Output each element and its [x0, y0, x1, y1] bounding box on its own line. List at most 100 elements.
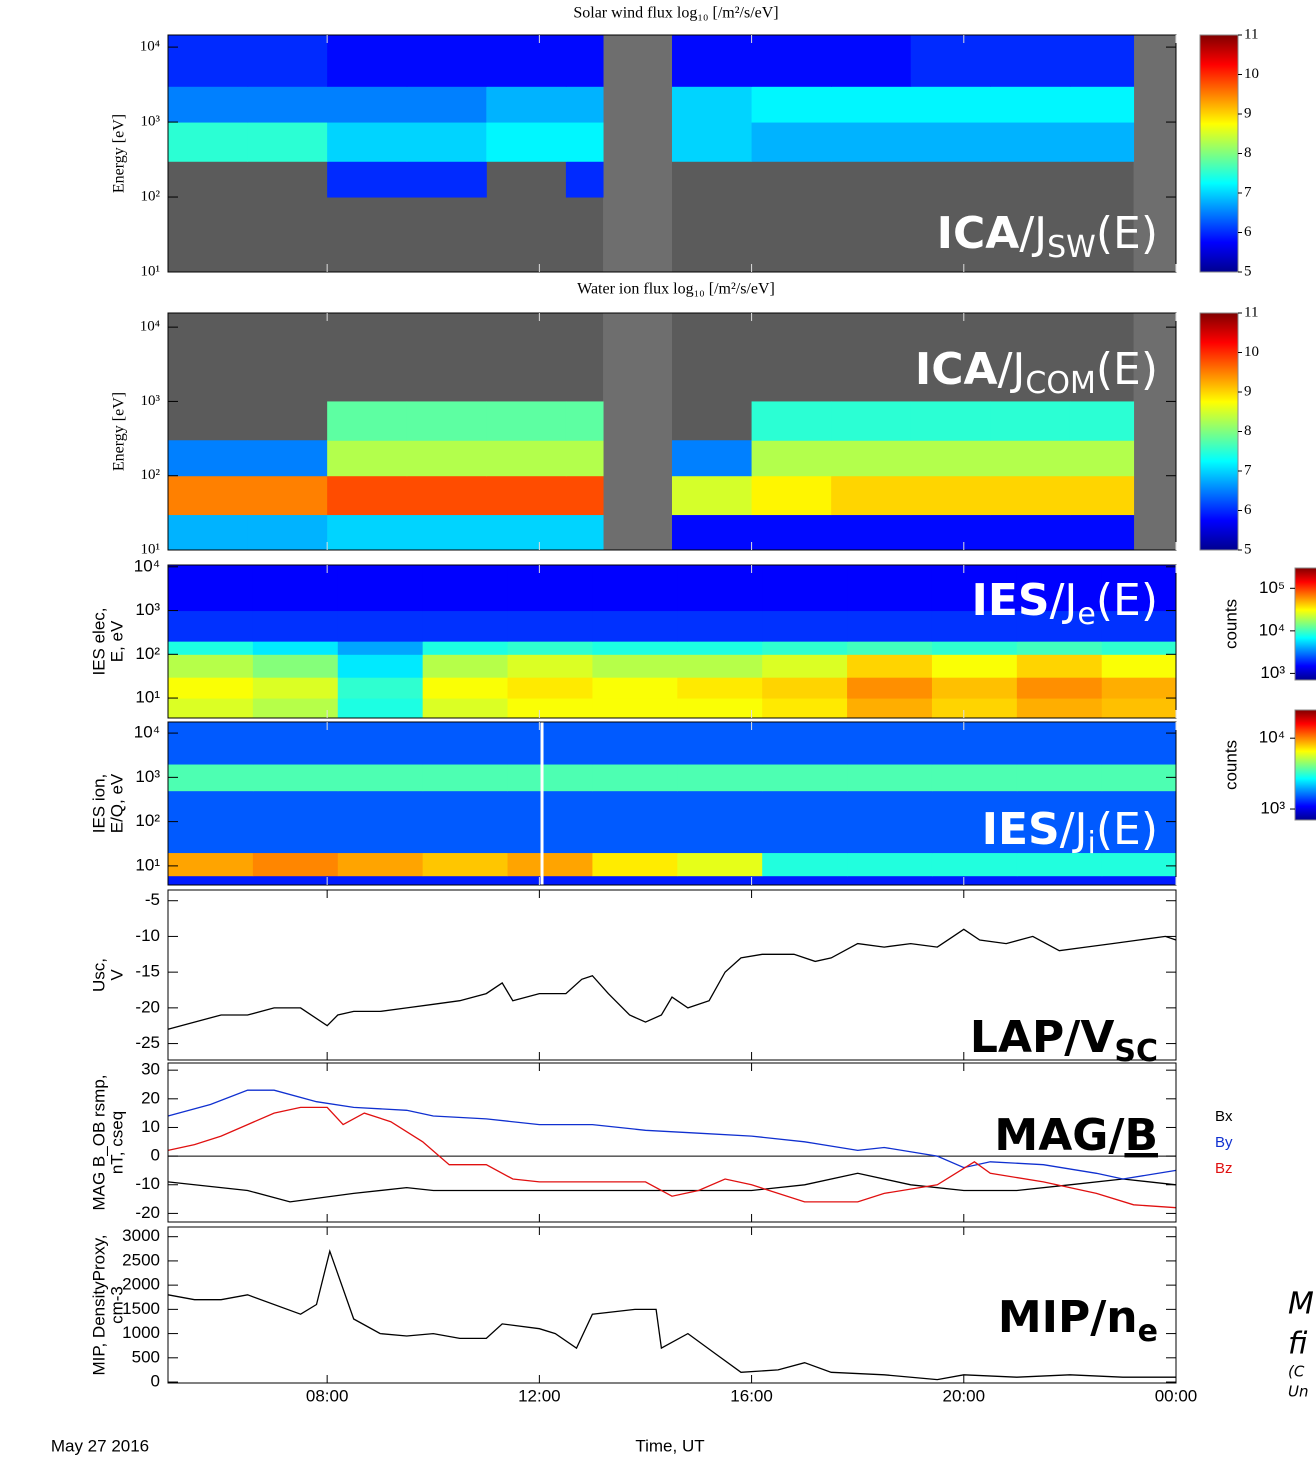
heatmap-cell: [1069, 86, 1135, 123]
heatmap-cell: [168, 475, 249, 516]
heatmap-cell: [486, 475, 567, 516]
heatmap-cell: [168, 565, 254, 612]
panel-annotation: IES/Je(E): [971, 575, 1158, 632]
data-gap: [1133, 35, 1176, 272]
annotation-part: /J: [1019, 208, 1047, 259]
heatmap-cell: [486, 401, 567, 441]
panel-annotation: MIP/ne: [998, 1292, 1158, 1349]
data-gap: [603, 35, 672, 272]
heatmap-cell: [931, 641, 1018, 655]
heatmap-cell: [337, 875, 424, 886]
heatmap-cell: [762, 654, 848, 678]
heatmap-cell: [337, 764, 424, 792]
heatmap-cell: [847, 698, 933, 719]
annotation-part: ICA: [915, 344, 998, 395]
y-tick-label: 2000: [122, 1275, 160, 1294]
heatmap-cell: [1016, 722, 1103, 765]
annotation-part: (E): [1096, 344, 1158, 395]
data-gap: [603, 313, 672, 550]
y-tick-label: 10⁴: [134, 723, 160, 742]
legend-entry: Bx: [1215, 1108, 1233, 1125]
annotation-part: (E): [1096, 575, 1158, 626]
heatmap-cell: [677, 852, 763, 877]
heatmap-cell: [990, 86, 1071, 123]
heatmap-cell: [337, 654, 424, 678]
heatmap-cell: [247, 35, 328, 87]
heatmap-cell: [168, 722, 254, 765]
colorbar-label: 6: [1244, 224, 1252, 240]
heatmap-cell: [406, 475, 487, 516]
heatmap-cell: [677, 565, 763, 612]
heatmap-cell: [565, 86, 604, 123]
heatmap-cell: [847, 722, 933, 765]
heatmap-cell: [672, 475, 753, 516]
heatmap-cell: [1069, 35, 1135, 87]
heatmap-cell: [327, 86, 408, 123]
side-note: (C: [1288, 1363, 1305, 1381]
colorbar-label: 6: [1244, 502, 1252, 518]
heatmap-cell: [677, 790, 763, 854]
heatmap-cell: [831, 440, 912, 477]
annotation-part: (E): [1096, 208, 1158, 259]
heatmap-cell: [910, 122, 991, 162]
heatmap-cell: [422, 764, 509, 792]
heatmap-cell: [252, 722, 339, 765]
colorbar-label: 8: [1244, 145, 1252, 161]
annotation-part: COM: [1025, 366, 1095, 401]
panel: Bx By Bz 30 20 10 0 -10 -20 MAG B_OB rsmp, nT, cse…: [89, 1060, 1233, 1223]
y-tick-label: 10²: [141, 467, 161, 483]
plot-background: [168, 1227, 1176, 1383]
panel: 10¹ 10² 10³ 10⁴ IES ion, E/Q, eV IES/Ji(E) 10³ 1…: [89, 709, 1316, 886]
heatmap-cell: [507, 641, 593, 655]
plot-background: [168, 890, 1176, 1060]
annotation-part: MIP/n: [998, 1292, 1138, 1343]
y-tick-label: 1500: [122, 1299, 160, 1318]
heatmap-cell: [1016, 654, 1103, 678]
heatmap-cell: [847, 875, 933, 886]
heatmap-cell: [327, 475, 408, 516]
y-tick-label: 10¹: [141, 263, 161, 279]
panel: 10¹ 10² 10³ 10⁴ Energy [eV] Solar wind flux l…: [111, 5, 1259, 280]
heatmap-cell: [406, 161, 487, 198]
heatmap-cell: [592, 722, 678, 765]
heatmap-cell: [672, 122, 753, 162]
data-line: [167, 1248, 1176, 1381]
heatmap-cell: [168, 35, 249, 87]
legend-entry: Bz: [1215, 1160, 1233, 1177]
heatmap-cell: [422, 875, 509, 886]
colorbar: [1199, 312, 1239, 551]
y-tick-label: 10²: [135, 811, 160, 830]
heatmap-cell: [252, 677, 339, 699]
y-tick-label: -10: [135, 926, 160, 945]
plot-frame: [167, 564, 1177, 719]
heatmap-cell: [1101, 875, 1177, 886]
y-axis-label: nT, cseq: [107, 1111, 126, 1174]
heatmap-cell: [592, 790, 678, 854]
heatmap-cell: [337, 677, 424, 699]
heatmap-cell: [565, 122, 604, 162]
colorbar-label: 10⁴: [1259, 728, 1285, 747]
data-line: [167, 928, 1177, 1030]
heatmap-cell: [406, 401, 487, 441]
heatmap-cell: [847, 654, 933, 678]
y-tick-label: 10¹: [135, 688, 160, 707]
heatmap-cell: [486, 440, 567, 477]
y-tick-label: 10³: [141, 114, 161, 130]
heatmap-cell: [931, 764, 1018, 792]
annotation-part: ICA: [937, 208, 1020, 259]
heatmap-cell: [762, 790, 848, 854]
annotation-part: i: [1088, 826, 1096, 861]
heatmap-cell: [751, 86, 832, 123]
annotation-part: /J: [1060, 804, 1088, 855]
heatmap-cell: [1016, 764, 1103, 792]
heatmap-cell: [592, 610, 678, 642]
colorbar-label: 5: [1244, 263, 1252, 279]
data-line: [167, 1172, 1177, 1203]
heatmap-cell: [1069, 514, 1135, 551]
heatmap-cell: [1101, 654, 1177, 678]
heatmap-cell: [751, 401, 832, 441]
heatmap-cell: [1101, 790, 1177, 854]
y-tick-label: 10⁴: [140, 319, 160, 335]
heatmap-cell: [762, 764, 848, 792]
heatmap-cell: [507, 852, 593, 877]
